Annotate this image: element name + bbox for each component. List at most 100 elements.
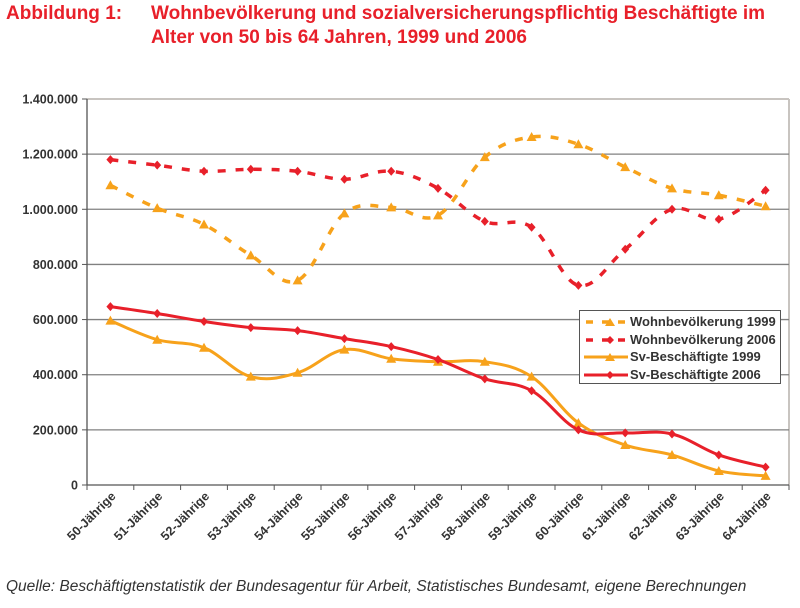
x-tick-label: 59-Jährige <box>486 489 540 543</box>
data-point-wohnbevoelkerung-2006 <box>761 185 770 195</box>
data-point-wohnbevoelkerung-1999 <box>199 219 209 229</box>
data-point-wohnbevoelkerung-2006 <box>106 155 115 165</box>
legend-swatch-sv-beschaeftigte-1999 <box>584 352 628 361</box>
series-line-wohnbevoelkerung-1999 <box>109 134 767 284</box>
data-point-wohnbevoelkerung-2006 <box>387 166 396 176</box>
x-tick-label: 55-Jährige <box>298 489 352 543</box>
data-point-sv-beschaeftigte-2006 <box>480 374 489 384</box>
y-tick-label: 600.000 <box>33 313 78 327</box>
y-tick-label: 1.400.000 <box>22 93 78 107</box>
legend-label: Sv-Beschäftigte 1999 <box>630 349 761 364</box>
data-point-wohnbevoelkerung-1999 <box>433 210 443 220</box>
x-tick-label: 52-Jährige <box>158 489 212 543</box>
data-point-sv-beschaeftigte-1999 <box>667 449 677 459</box>
data-point-wohnbevoelkerung-1999 <box>105 180 116 190</box>
data-point-sv-beschaeftigte-1999 <box>620 440 631 450</box>
data-point-sv-beschaeftigte-2006 <box>387 342 396 352</box>
data-point-sv-beschaeftigte-2006 <box>527 386 536 396</box>
data-point-wohnbevoelkerung-2006 <box>200 166 208 176</box>
x-tick-label: 60-Jährige <box>532 489 586 543</box>
data-point-sv-beschaeftigte-2006 <box>153 309 162 319</box>
legend-item-wohnbevoelkerung-2006: Wohnbevölkerung 2006 <box>584 331 776 348</box>
x-tick-label: 58-Jährige <box>439 489 493 543</box>
figure-title-text: Wohnbevölkerung und sozialversicherungsp… <box>151 2 800 50</box>
x-tick-label: 50-Jährige <box>64 489 118 543</box>
y-tick-label: 200.000 <box>33 423 78 437</box>
legend-swatch-sv-beschaeftigte-2006 <box>584 370 628 379</box>
data-point-sv-beschaeftigte-2006 <box>714 450 723 460</box>
data-point-wohnbevoelkerung-2006 <box>153 160 162 170</box>
data-point-sv-beschaeftigte-2006 <box>200 317 208 327</box>
data-point-wohnbevoelkerung-2006 <box>340 174 349 184</box>
y-tick-label: 1.000.000 <box>22 203 78 217</box>
data-point-wohnbevoelkerung-2006 <box>293 166 302 176</box>
data-point-wohnbevoelkerung-1999 <box>292 275 303 285</box>
x-tick-label: 53-Jährige <box>205 489 259 543</box>
data-point-sv-beschaeftigte-1999 <box>339 344 350 354</box>
figure-label: Abbildung 1: <box>6 3 123 24</box>
data-point-sv-beschaeftigte-2006 <box>246 323 255 333</box>
data-point-wohnbevoelkerung-1999 <box>713 190 724 200</box>
data-point-sv-beschaeftigte-2006 <box>621 428 630 438</box>
data-point-sv-beschaeftigte-2006 <box>293 326 302 336</box>
data-point-sv-beschaeftigte-2006 <box>574 425 583 435</box>
data-point-wohnbevoelkerung-1999 <box>339 208 350 218</box>
legend-label: Wohnbevölkerung 1999 <box>630 314 776 329</box>
series-line-wohnbevoelkerung-2006 <box>110 157 767 288</box>
x-tick-label: 51-Jährige <box>111 489 165 543</box>
x-tick-label: 64-Jährige <box>720 489 774 543</box>
data-point-sv-beschaeftigte-1999 <box>152 334 163 344</box>
data-point-wohnbevoelkerung-2006 <box>480 216 489 226</box>
x-tick-label: 63-Jährige <box>673 489 727 543</box>
x-tick-label: 54-Jährige <box>252 489 306 543</box>
data-point-sv-beschaeftigte-1999 <box>386 353 397 363</box>
data-point-wohnbevoelkerung-1999 <box>386 202 397 212</box>
x-tick-label: 57-Jährige <box>392 489 446 543</box>
data-point-sv-beschaeftigte-2006 <box>761 462 770 472</box>
data-point-sv-beschaeftigte-2006 <box>340 334 349 344</box>
data-point-sv-beschaeftigte-2006 <box>668 429 676 439</box>
legend-label: Wohnbevölkerung 2006 <box>630 332 776 347</box>
data-point-sv-beschaeftigte-1999 <box>292 367 303 377</box>
data-point-wohnbevoelkerung-1999 <box>760 201 771 211</box>
data-point-wohnbevoelkerung-2006 <box>574 280 583 290</box>
chart-legend: Wohnbevölkerung 1999 Wohnbevölkerung 200… <box>579 310 781 384</box>
data-point-sv-beschaeftigte-1999 <box>713 465 724 475</box>
legend-item-sv-beschaeftigte-2006: Sv-Beschäftigte 2006 <box>584 366 761 383</box>
legend-item-sv-beschaeftigte-1999: Sv-Beschäftigte 1999 <box>584 348 761 365</box>
data-point-sv-beschaeftigte-2006 <box>434 355 442 365</box>
data-point-sv-beschaeftigte-1999 <box>526 371 537 381</box>
legend-item-wohnbevoelkerung-1999: Wohnbevölkerung 1999 <box>584 313 776 330</box>
grid-layer <box>87 98 790 485</box>
x-tick-label: 62-Jährige <box>626 489 680 543</box>
y-tick-label: 0 <box>71 479 78 493</box>
legend-swatch-wohnbevoelkerung-2006 <box>586 335 626 344</box>
axis-layer <box>82 98 790 490</box>
data-point-sv-beschaeftigte-1999 <box>245 371 256 381</box>
data-point-wohnbevoelkerung-2006 <box>621 244 630 254</box>
data-point-sv-beschaeftigte-2006 <box>106 302 115 312</box>
y-tick-label: 800.000 <box>33 258 78 272</box>
data-point-wohnbevoelkerung-1999 <box>620 162 631 172</box>
data-point-wohnbevoelkerung-1999 <box>573 139 584 149</box>
data-point-wohnbevoelkerung-2006 <box>527 222 536 232</box>
source-note: Quelle: Beschäftigtenstatistik der Bunde… <box>6 578 747 595</box>
title-line-2: Alter von 50 bis 64 Jahren, 1999 und 200… <box>151 27 527 48</box>
x-tick-label: 56-Jährige <box>345 489 399 543</box>
title-line-1: Wohnbevölkerung und sozialversicherungsp… <box>151 3 766 24</box>
legend-label: Sv-Beschäftigte 2006 <box>630 367 761 382</box>
data-point-wohnbevoelkerung-1999 <box>526 132 537 142</box>
legend-swatch-wohnbevoelkerung-1999 <box>586 317 626 326</box>
series-layer <box>105 132 771 480</box>
x-tick-label: 61-Jährige <box>579 489 633 543</box>
data-point-sv-beschaeftigte-1999 <box>479 356 490 366</box>
y-tick-label: 400.000 <box>33 368 78 382</box>
data-point-wohnbevoelkerung-2006 <box>246 164 255 174</box>
data-point-wohnbevoelkerung-2006 <box>714 214 723 224</box>
data-point-sv-beschaeftigte-1999 <box>199 342 209 352</box>
data-point-sv-beschaeftigte-1999 <box>573 417 584 427</box>
data-point-sv-beschaeftigte-1999 <box>760 470 771 480</box>
y-tick-label: 1.200.000 <box>22 148 78 162</box>
data-point-wohnbevoelkerung-2006 <box>668 204 676 214</box>
